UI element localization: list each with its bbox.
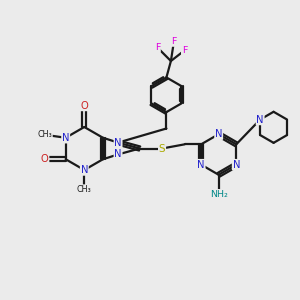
Text: N: N bbox=[62, 133, 69, 143]
Text: F: F bbox=[155, 43, 160, 52]
Text: NH₂: NH₂ bbox=[210, 190, 228, 199]
Text: S: S bbox=[159, 143, 165, 154]
Text: N: N bbox=[256, 115, 264, 124]
Text: N: N bbox=[215, 129, 222, 139]
Text: F: F bbox=[171, 37, 177, 46]
Text: N: N bbox=[197, 160, 205, 170]
Text: F: F bbox=[182, 46, 187, 55]
Text: N: N bbox=[232, 160, 240, 170]
Text: CH₃: CH₃ bbox=[38, 130, 52, 139]
Text: CH₃: CH₃ bbox=[77, 185, 92, 194]
Text: N: N bbox=[81, 165, 88, 175]
Text: N: N bbox=[114, 149, 122, 159]
Text: O: O bbox=[80, 100, 88, 110]
Text: N: N bbox=[114, 138, 122, 148]
Text: O: O bbox=[41, 154, 49, 164]
